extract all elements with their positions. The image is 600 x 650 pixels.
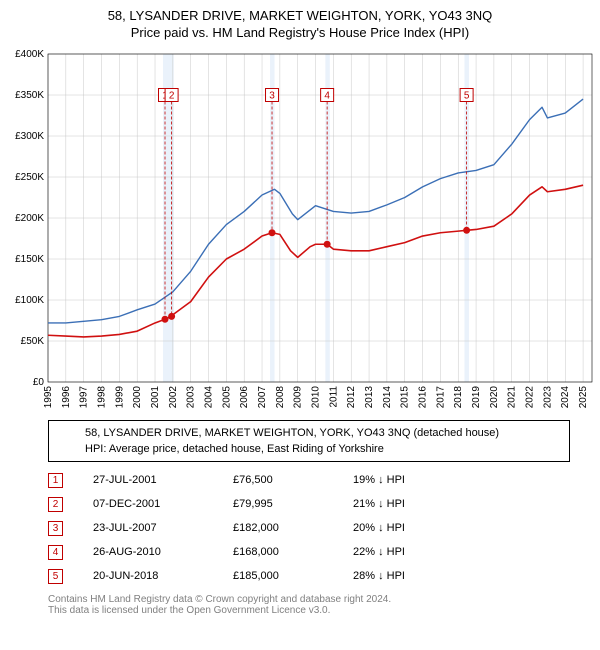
svg-text:2: 2	[169, 91, 175, 102]
sales-row: 3 23-JUL-2007 £182,000 20% ↓ HPI	[48, 516, 570, 540]
sale-date: 07-DEC-2001	[93, 498, 203, 510]
svg-text:2023: 2023	[542, 386, 553, 409]
svg-text:2011: 2011	[328, 386, 339, 408]
legend-item-property: 58, LYSANDER DRIVE, MARKET WEIGHTON, YOR…	[57, 425, 561, 441]
legend-label-hpi: HPI: Average price, detached house, East…	[85, 443, 384, 455]
svg-text:1997: 1997	[79, 386, 90, 409]
legend: 58, LYSANDER DRIVE, MARKET WEIGHTON, YOR…	[48, 420, 570, 462]
svg-text:£300K: £300K	[15, 131, 44, 142]
svg-text:2021: 2021	[507, 386, 518, 409]
sale-marker-box: 5	[48, 569, 63, 584]
sale-marker-box: 4	[48, 545, 63, 560]
svg-text:£250K: £250K	[15, 172, 44, 183]
sale-pct: 19% ↓ HPI	[353, 474, 443, 486]
legend-swatch-hpi	[57, 448, 79, 450]
svg-text:1995: 1995	[43, 386, 54, 409]
svg-text:3: 3	[269, 91, 275, 102]
svg-text:2008: 2008	[275, 386, 286, 409]
sale-marker-box: 3	[48, 521, 63, 536]
footer-line-2: This data is licensed under the Open Gov…	[48, 605, 570, 616]
legend-swatch-property	[57, 432, 79, 434]
sale-date: 26-AUG-2010	[93, 546, 203, 558]
sale-pct: 21% ↓ HPI	[353, 498, 443, 510]
svg-text:2022: 2022	[525, 386, 536, 409]
price-chart-svg: £0£50K£100K£150K£200K£250K£300K£350K£400…	[0, 44, 600, 414]
svg-text:£150K: £150K	[15, 254, 44, 265]
svg-text:£50K: £50K	[21, 336, 45, 347]
svg-text:£100K: £100K	[15, 295, 44, 306]
legend-item-hpi: HPI: Average price, detached house, East…	[57, 441, 561, 457]
sales-row: 1 27-JUL-2001 £76,500 19% ↓ HPI	[48, 468, 570, 492]
sale-price: £76,500	[233, 474, 323, 486]
sale-date: 20-JUN-2018	[93, 570, 203, 582]
title-line-1: 58, LYSANDER DRIVE, MARKET WEIGHTON, YOR…	[10, 8, 590, 23]
footer-line-1: Contains HM Land Registry data © Crown c…	[48, 594, 570, 605]
svg-text:2013: 2013	[364, 386, 375, 409]
svg-text:2003: 2003	[186, 386, 197, 409]
svg-text:2014: 2014	[382, 386, 393, 409]
svg-text:2016: 2016	[418, 386, 429, 409]
svg-text:2010: 2010	[311, 386, 322, 409]
sale-price: £168,000	[233, 546, 323, 558]
sale-price: £79,995	[233, 498, 323, 510]
sale-price: £185,000	[233, 570, 323, 582]
svg-text:2020: 2020	[489, 386, 500, 409]
svg-text:2005: 2005	[221, 386, 232, 409]
svg-text:2019: 2019	[471, 386, 482, 409]
svg-text:1996: 1996	[61, 386, 72, 409]
sales-row: 4 26-AUG-2010 £168,000 22% ↓ HPI	[48, 540, 570, 564]
legend-label-property: 58, LYSANDER DRIVE, MARKET WEIGHTON, YOR…	[85, 427, 499, 439]
svg-text:2001: 2001	[150, 386, 161, 409]
svg-text:5: 5	[464, 91, 470, 102]
svg-text:£350K: £350K	[15, 90, 44, 101]
sale-pct: 28% ↓ HPI	[353, 570, 443, 582]
sales-row: 5 20-JUN-2018 £185,000 28% ↓ HPI	[48, 564, 570, 588]
svg-text:4: 4	[324, 91, 330, 102]
sales-table: 1 27-JUL-2001 £76,500 19% ↓ HPI 2 07-DEC-2001…	[48, 468, 570, 588]
sale-marker-box: 1	[48, 473, 63, 488]
svg-text:2009: 2009	[293, 386, 304, 409]
svg-text:2012: 2012	[346, 386, 357, 409]
sale-date: 27-JUL-2001	[93, 474, 203, 486]
chart-title-block: 58, LYSANDER DRIVE, MARKET WEIGHTON, YOR…	[0, 0, 600, 44]
sale-price: £182,000	[233, 522, 323, 534]
svg-text:1999: 1999	[114, 386, 125, 409]
svg-text:£200K: £200K	[15, 213, 44, 224]
sale-pct: 20% ↓ HPI	[353, 522, 443, 534]
svg-text:2000: 2000	[132, 386, 143, 409]
svg-text:£400K: £400K	[15, 49, 44, 60]
svg-text:1998: 1998	[97, 386, 108, 409]
svg-text:2025: 2025	[578, 386, 589, 409]
chart-area: £0£50K£100K£150K£200K£250K£300K£350K£400…	[0, 44, 600, 414]
svg-text:2006: 2006	[239, 386, 250, 409]
svg-text:2024: 2024	[560, 386, 571, 409]
sales-row: 2 07-DEC-2001 £79,995 21% ↓ HPI	[48, 492, 570, 516]
svg-text:2004: 2004	[204, 386, 215, 409]
svg-text:2018: 2018	[453, 386, 464, 409]
footer: Contains HM Land Registry data © Crown c…	[48, 594, 570, 616]
svg-text:2002: 2002	[168, 386, 179, 409]
svg-text:2017: 2017	[435, 386, 446, 409]
svg-text:2015: 2015	[400, 386, 411, 409]
title-line-2: Price paid vs. HM Land Registry's House …	[10, 25, 590, 40]
sale-pct: 22% ↓ HPI	[353, 546, 443, 558]
svg-text:2007: 2007	[257, 386, 268, 409]
sale-marker-box: 2	[48, 497, 63, 512]
sale-date: 23-JUL-2007	[93, 522, 203, 534]
